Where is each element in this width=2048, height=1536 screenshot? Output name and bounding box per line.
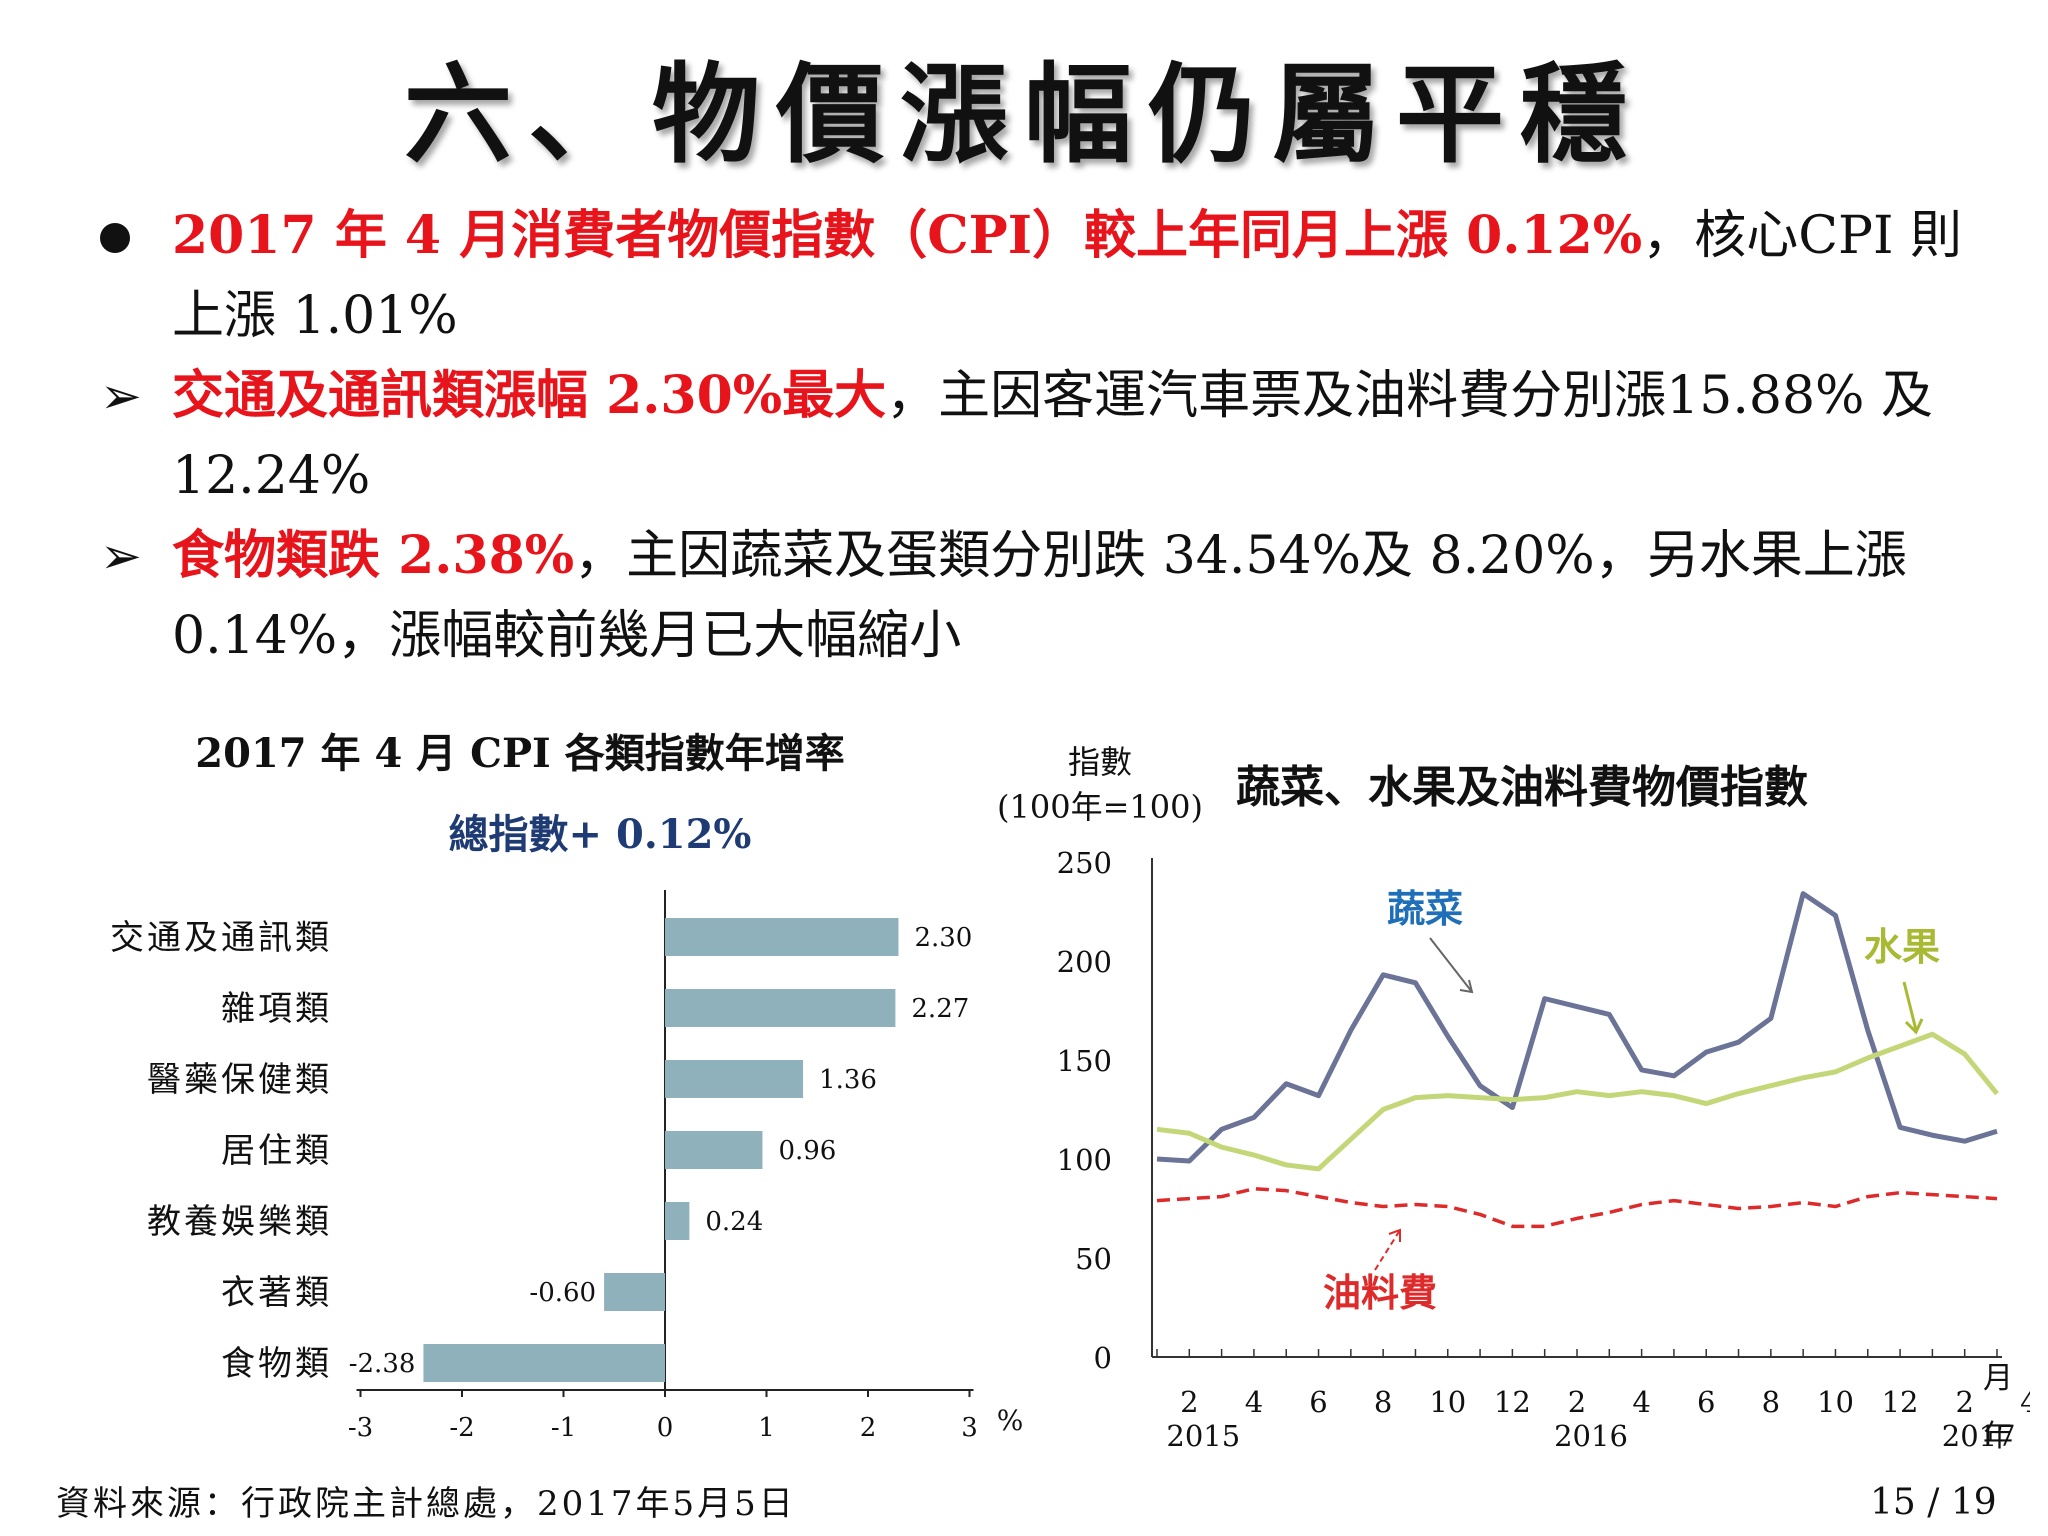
annotation-arrow [1902,981,1918,1031]
series-label-vegetables: 蔬菜 [1387,886,1463,931]
x-year-label: 2015 [1166,1419,1240,1453]
x-axis-unit-year: 年 [1983,1419,2013,1454]
x-tick-label: -2 [449,1413,474,1443]
arrowhead-bullet-icon: ➢ [100,527,142,585]
data-label: 2.30 [914,923,972,953]
bullet-item: 2017 年 4 月消費者物價指數（CPI）較上年同月上漲 0.12%，核心CP… [100,196,1980,356]
annotation-arrow [1429,937,1473,993]
x-year-label: 2017 [1942,1419,2016,1453]
bullet-highlight: 食物類跌 2.38% [172,525,575,586]
series-label-fuel: 油料費 [1323,1270,1437,1315]
y-tick-label: 150 [1057,1044,1112,1078]
data-label: -2.38 [349,1349,416,1379]
category-label: 醫藥保健類 [147,1060,332,1100]
x-tick-label: 3 [961,1413,978,1443]
data-label: 1.36 [819,1065,877,1095]
bullet-text: ，主因客運汽車票及油料費分別漲15.88% 及 12.24% [172,366,1933,506]
page-title: 六、物價漲幅仍屬平穩 [403,52,1644,178]
x-month-label: 10 [1429,1385,1466,1419]
data-label: 0.96 [778,1136,836,1166]
data-label: 2.27 [911,994,969,1024]
price-index-line-chart: 指數 (100年=100) 蔬菜、水果及油料費物價指數 0 50 100 150 200… [997,743,2030,1454]
category-label: 雜項類 [221,989,332,1029]
bar [665,1131,763,1169]
bar-layer: -3 -2 -1 0 1 2 3 % 交通及通訊類 2.30 雜項類 2.27 醫藥保健類 1.36 居住類… [110,890,1023,1443]
bullet-text: ，核心CPI 則上漲 1.01% [172,206,1963,346]
x-month-label: 6 [1697,1385,1715,1419]
x-tick-label: 0 [657,1413,674,1443]
x-month-label: 2 [1955,1385,1973,1419]
y-tick-label: 50 [1075,1242,1112,1276]
x-month-label: 8 [1374,1385,1392,1419]
annotation-arrow [1374,1229,1401,1271]
x-month-label: 4 [2020,1385,2030,1419]
x-tick-label: -3 [348,1413,373,1443]
x-month-label: 12 [1882,1385,1919,1419]
bullet-item: ➢ 交通及通訊類漲幅 2.30%最大，主因客運汽車票及油料費分別漲15.88% … [100,356,1980,516]
category-label: 衣著類 [221,1273,332,1313]
category-label: 居住類 [221,1131,332,1171]
x-month-label: 10 [1817,1385,1854,1419]
x-month-label: 4 [1245,1385,1263,1419]
annotation-arrowhead [1904,1018,1924,1035]
category-label: 交通及通訊類 [110,918,332,958]
series-line-fuel [1156,1186,1998,1229]
bar [665,918,899,956]
bar [604,1273,665,1311]
y-tick-label: 200 [1057,945,1112,979]
y-axis-label-note: (100年=100) [997,788,1203,826]
cpi-category-bar-chart: 2017 年 4 月 CPI 各類指數年增率 總指數+ 0.12% -3 -2 -1… [110,730,1023,1443]
annotation-arrowhead [1459,979,1474,994]
bullet-highlight: 2017 年 4 月消費者物價指數（CPI）較上年同月上漲 0.12% [172,205,1643,266]
bullet-list: 2017 年 4 月消費者物價指數（CPI）較上年同月上漲 0.12%，核心CP… [100,196,1980,676]
y-axis-label: 指數 [1068,743,1132,781]
x-month-label: 8 [1762,1385,1780,1419]
x-tick-label: -1 [551,1413,576,1443]
series-line-vegetables [1156,891,1998,1164]
x-month-label: 6 [1309,1385,1327,1419]
data-source: 資料來源：行政院主計總處，2017年5月5日 [56,1484,796,1524]
x-month-label: 4 [1632,1385,1650,1419]
series-line-fruit [1156,1031,1999,1172]
bullet-item: ➢ 食物類跌 2.38%，主因蔬菜及蛋類分別跌 34.54%及 8.20%，另水… [100,516,1980,676]
bar [665,1060,804,1098]
bullet-highlight: 交通及通訊類漲幅 2.30%最大 [172,365,887,426]
y-tick-label: 100 [1057,1143,1112,1177]
annotation-arrowhead [1388,1228,1401,1242]
bar [423,1344,665,1382]
bar-chart-subtitle: 總指數+ 0.12% [449,811,752,858]
line-chart-title: 蔬菜、水果及油料費物價指數 [1236,762,1808,813]
bar-chart-title: 2017 年 4 月 CPI 各類指數年增率 [195,730,844,777]
category-label: 教養娛樂類 [147,1202,332,1242]
x-axis-unit: % [997,1404,1024,1437]
y-tick-label: 250 [1057,846,1112,880]
series-label-fruit: 水果 [1864,924,1940,969]
x-axis-unit-month: 月 [1983,1361,2013,1396]
data-label: -0.60 [529,1278,596,1308]
page-number: 15 / 19 [1870,1482,1997,1523]
y-tick-label: 0 [1094,1341,1112,1375]
x-month-label: 12 [1494,1385,1531,1419]
x-tick-label: 1 [758,1413,775,1443]
data-label: 0.24 [705,1207,763,1237]
category-label: 食物類 [221,1344,332,1384]
x-year-label: 2016 [1554,1419,1628,1453]
x-month-label: 2 [1180,1385,1198,1419]
bar [665,1202,690,1240]
arrowhead-bullet-icon: ➢ [100,367,142,425]
bullet-text: ，主因蔬菜及蛋類分別跌 34.54%及 8.20%，另水果上漲 0.14%，漲幅… [172,526,1907,666]
x-tick-label: 2 [860,1413,877,1443]
bar [665,989,896,1027]
bullet-dot-icon [100,196,160,276]
x-month-label: 2 [1568,1385,1586,1419]
